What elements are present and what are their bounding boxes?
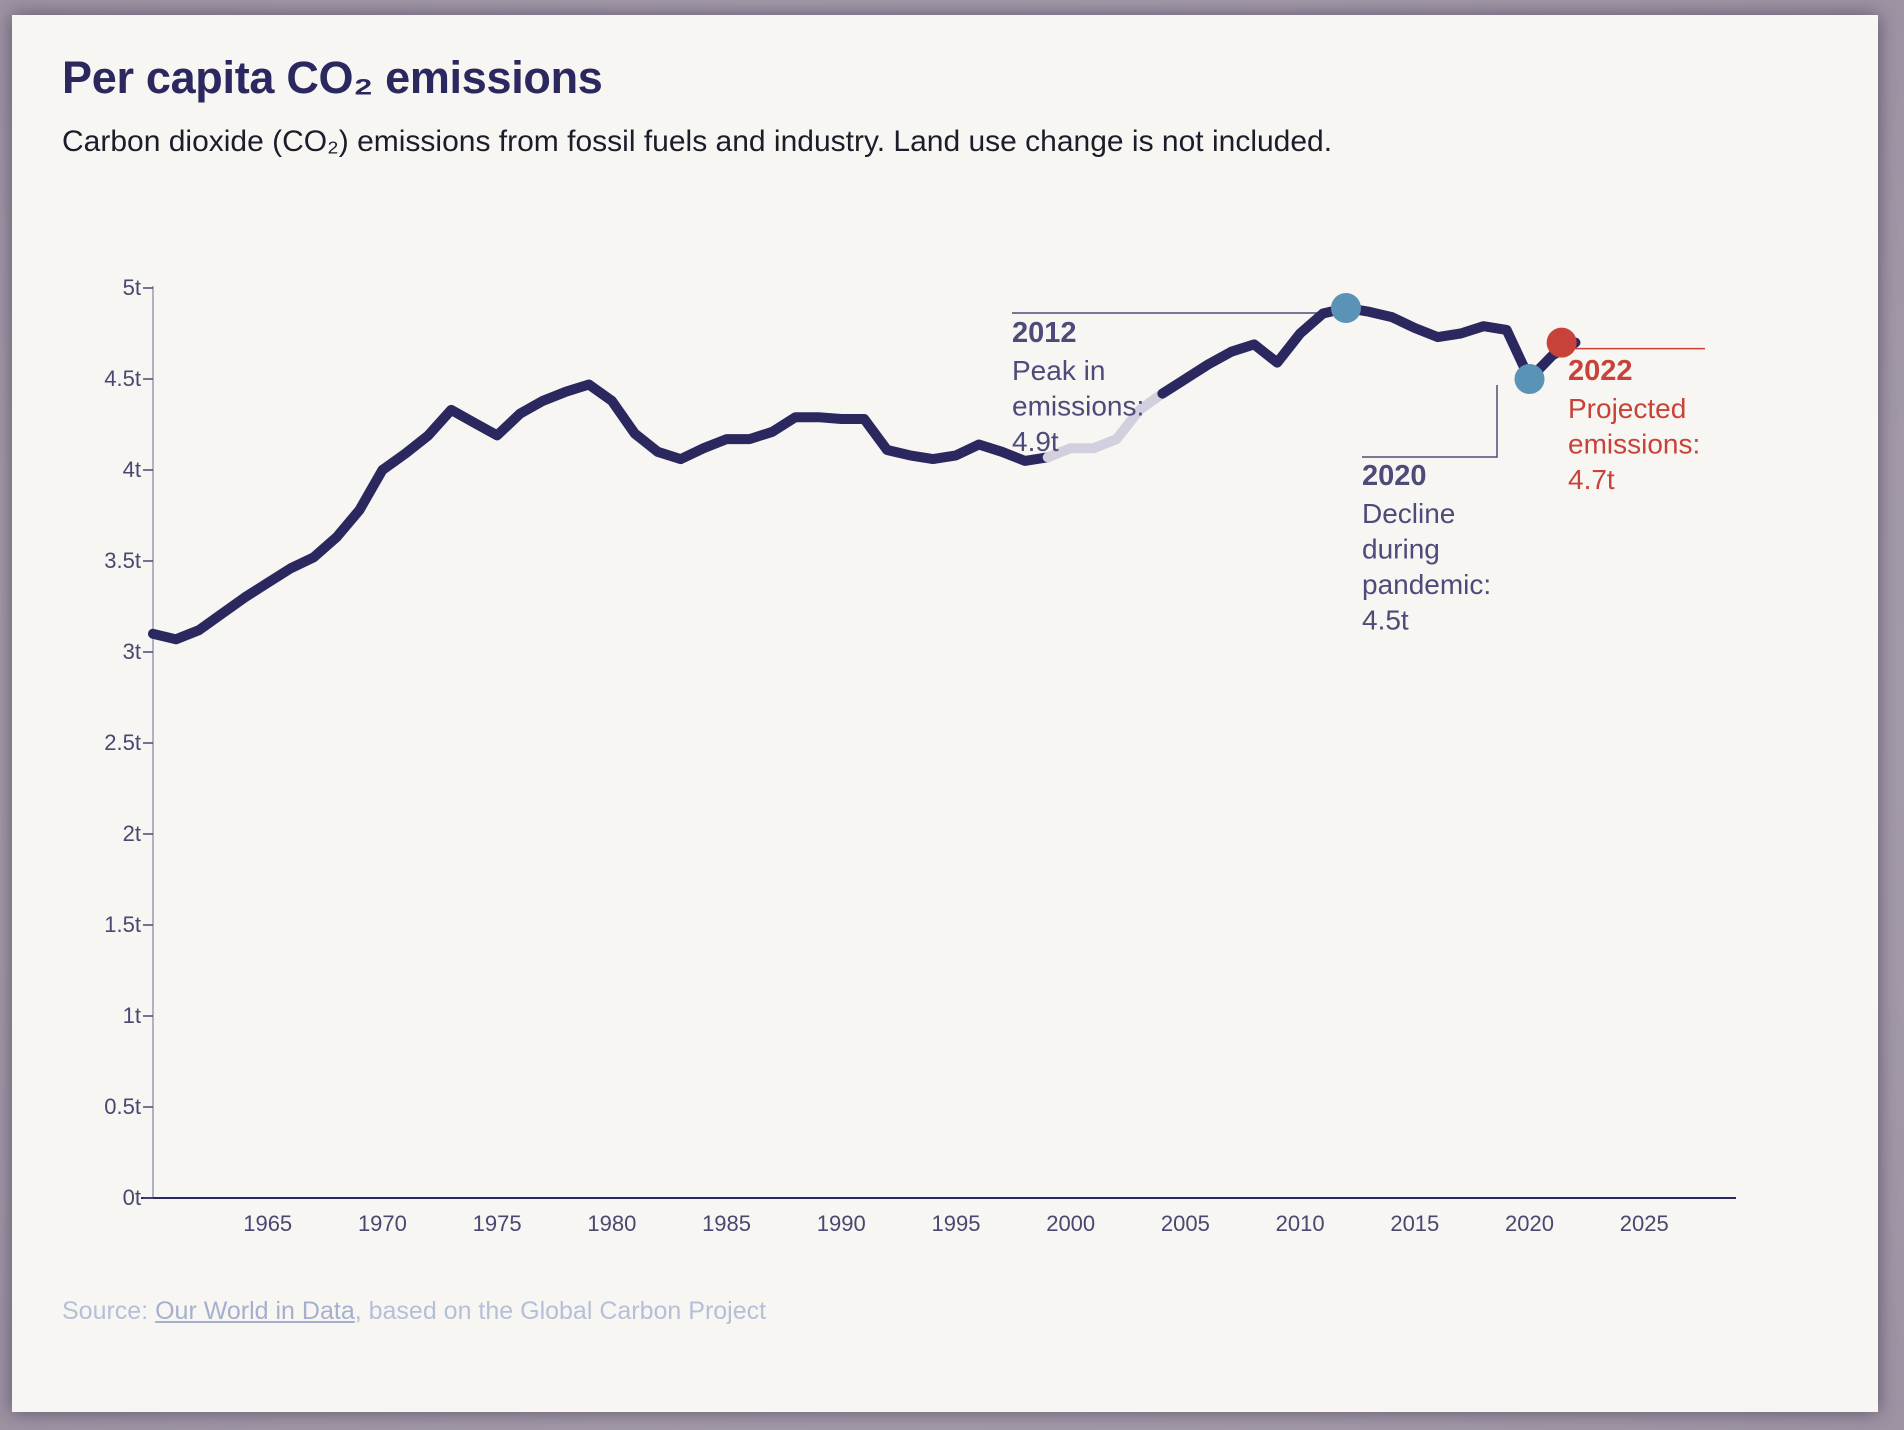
chart-card — [12, 15, 1878, 1412]
y-tick-label: 3t — [123, 639, 141, 664]
annotation-2020-text: pandemic: — [1362, 569, 1491, 600]
x-tick-label: 2010 — [1276, 1211, 1325, 1236]
y-tick-label: 2t — [123, 821, 141, 846]
y-tick-label: 4t — [123, 457, 141, 482]
y-tick-label: 1.5t — [104, 912, 141, 937]
source-prefix: Source: — [62, 1297, 156, 1325]
x-tick-label: 2005 — [1161, 1211, 1210, 1236]
annotation-2022-text: 4.7t — [1568, 464, 1615, 495]
x-tick-label: 2020 — [1505, 1211, 1554, 1236]
y-tick-label: 1t — [123, 1003, 141, 1028]
x-tick-label: 1975 — [473, 1211, 522, 1236]
y-tick-label: 5t — [123, 275, 141, 300]
annotation-2022-text: emissions: — [1568, 429, 1700, 460]
chart-title: Per capita CO₂ emissions — [62, 52, 603, 103]
y-tick-label: 3.5t — [104, 548, 141, 573]
annotation-2012-text: 4.9t — [1012, 426, 1059, 457]
point-2022-projection — [1546, 327, 1577, 358]
source-link[interactable]: Our World in Data — [155, 1297, 355, 1325]
point-2012-peak — [1330, 293, 1361, 324]
x-tick-label: 2000 — [1046, 1211, 1095, 1236]
annotation-2020-text: Decline — [1362, 498, 1455, 529]
x-tick-label: 2015 — [1390, 1211, 1439, 1236]
annotation-2020-year: 2020 — [1362, 460, 1427, 492]
point-2020-decline — [1514, 364, 1545, 394]
series-line-recent — [1157, 303, 1581, 399]
x-tick-label: 1990 — [817, 1211, 866, 1236]
y-tick-label: 2.5t — [104, 730, 141, 755]
x-tick-label: 1970 — [358, 1211, 407, 1236]
x-tick-label: 1985 — [702, 1211, 751, 1236]
annotation-2012-text: emissions: — [1012, 391, 1144, 422]
annotation-2020-text: during — [1362, 534, 1440, 565]
annotation-2012-year: 2012 — [1012, 317, 1077, 349]
x-tick-label: 1980 — [587, 1211, 636, 1236]
source-note: Source: Our World in Data, based on the … — [62, 1297, 766, 1326]
annotation-2020-text: 4.5t — [1362, 605, 1409, 636]
annotation-2012-text: Peak in — [1012, 355, 1105, 386]
x-tick-label: 2025 — [1620, 1211, 1669, 1236]
annotation-2020-leader — [1362, 385, 1498, 458]
y-tick-label: 0t — [123, 1185, 141, 1210]
source-suffix: , based on the Global Carbon Project — [354, 1297, 767, 1325]
x-tick-label: 1995 — [931, 1211, 980, 1236]
series-line-main — [148, 379, 1053, 645]
series-line-faded — [1042, 388, 1168, 463]
x-tick-label: 1965 — [243, 1211, 292, 1236]
annotation-2022-text: Projected — [1568, 393, 1686, 424]
chart-subtitle: Carbon dioxide (CO₂) emissions from foss… — [62, 125, 1333, 158]
annotation-2022-year: 2022 — [1568, 355, 1633, 387]
y-tick-label: 0.5t — [104, 1094, 141, 1119]
y-tick-label: 4.5t — [104, 366, 141, 391]
